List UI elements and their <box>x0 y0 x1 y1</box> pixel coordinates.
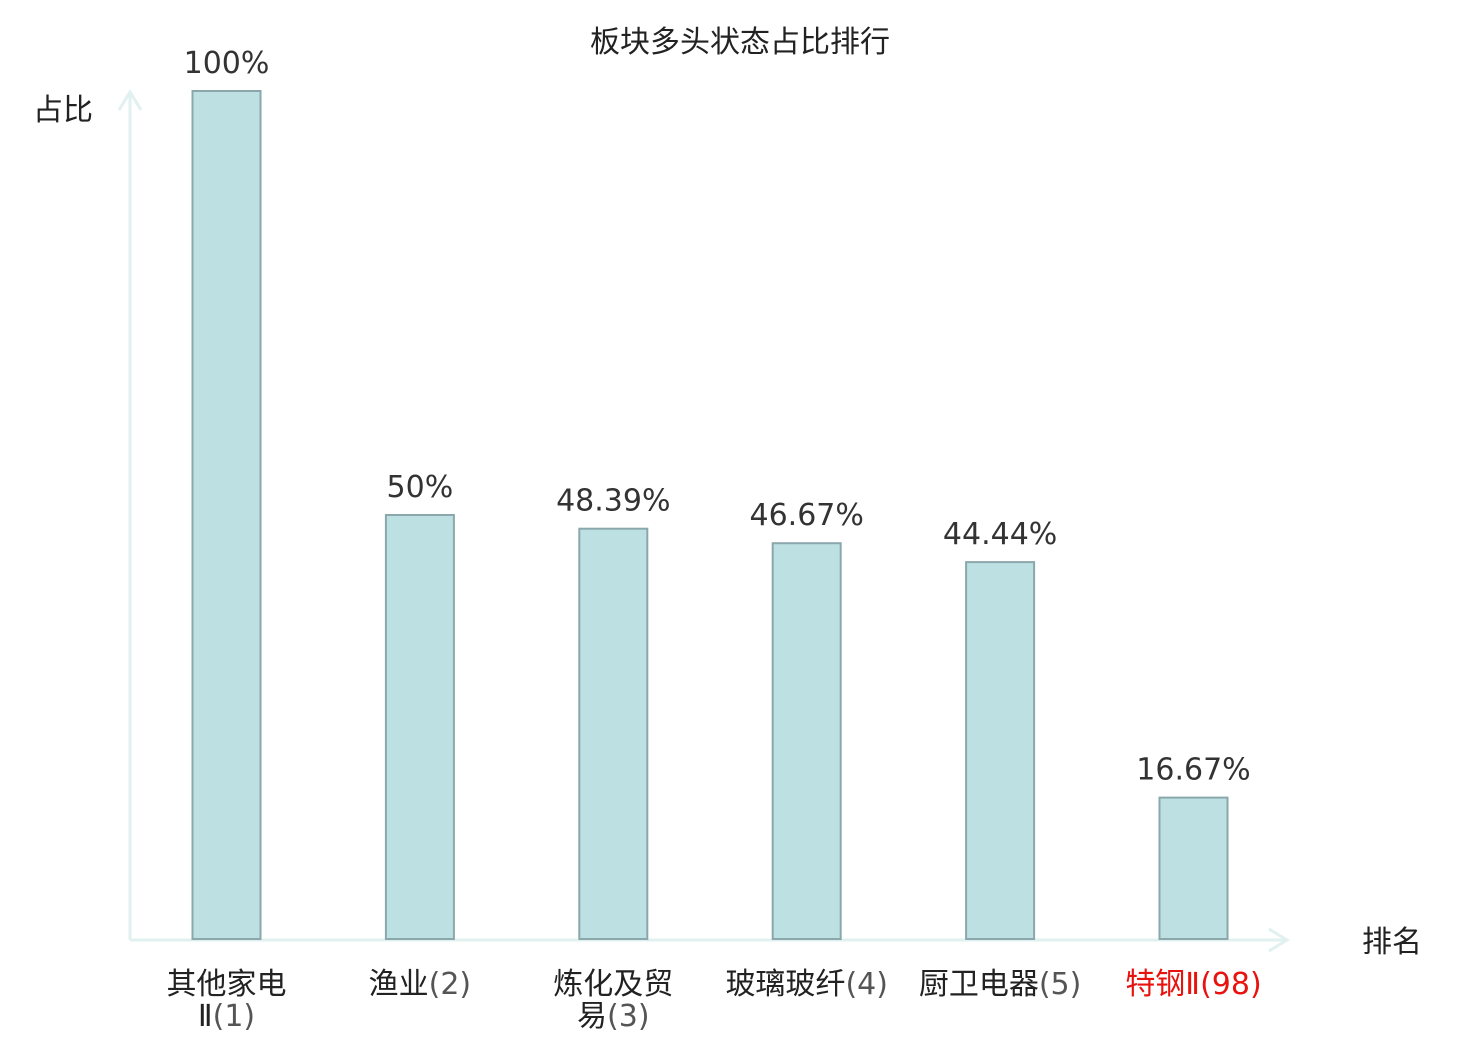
x-axis <box>130 927 1290 953</box>
category-label: 厨卫电器(5) <box>919 967 1082 1002</box>
x-axis-label: 排名 <box>1362 925 1422 960</box>
category-label: 特钢Ⅱ(98) <box>1125 967 1261 1002</box>
y-axis <box>117 89 143 940</box>
bar <box>384 514 455 940</box>
chart-title: 板块多头状态占比排行 <box>590 25 890 60</box>
value-label: 50% <box>387 470 454 505</box>
category-label: 其他家电 Ⅱ(1) <box>167 967 287 1034</box>
bar <box>578 527 649 940</box>
category-label: 渔业(2) <box>369 967 472 1002</box>
category-labels: 其他家电 Ⅱ(1) 渔业(2) 炼化及贸易(3) 玻璃玻纤(4) 厨卫电器(5) 特钢Ⅱ(9… <box>167 967 1262 1034</box>
value-label: 100% <box>184 46 270 81</box>
bar <box>771 542 842 940</box>
bar <box>191 90 262 940</box>
value-label: 16.67% <box>1136 753 1250 788</box>
y-axis-label: 占比 <box>33 93 93 128</box>
value-label: 46.67% <box>750 498 864 533</box>
value-label: 44.44% <box>943 517 1057 552</box>
value-labels: 100% 50% 48.39% 46.67% 44.44% 16.67% <box>184 46 1251 788</box>
x-axis-arrow-icon <box>1268 927 1290 953</box>
bar <box>1158 796 1229 940</box>
category-label: 炼化及贸易(3) <box>553 967 673 1034</box>
value-label: 48.39% <box>556 484 670 519</box>
y-axis-arrow-icon <box>117 89 143 111</box>
bar-series <box>191 90 1229 940</box>
bar <box>965 561 1036 940</box>
category-label: 玻璃玻纤(4) <box>725 967 888 1002</box>
